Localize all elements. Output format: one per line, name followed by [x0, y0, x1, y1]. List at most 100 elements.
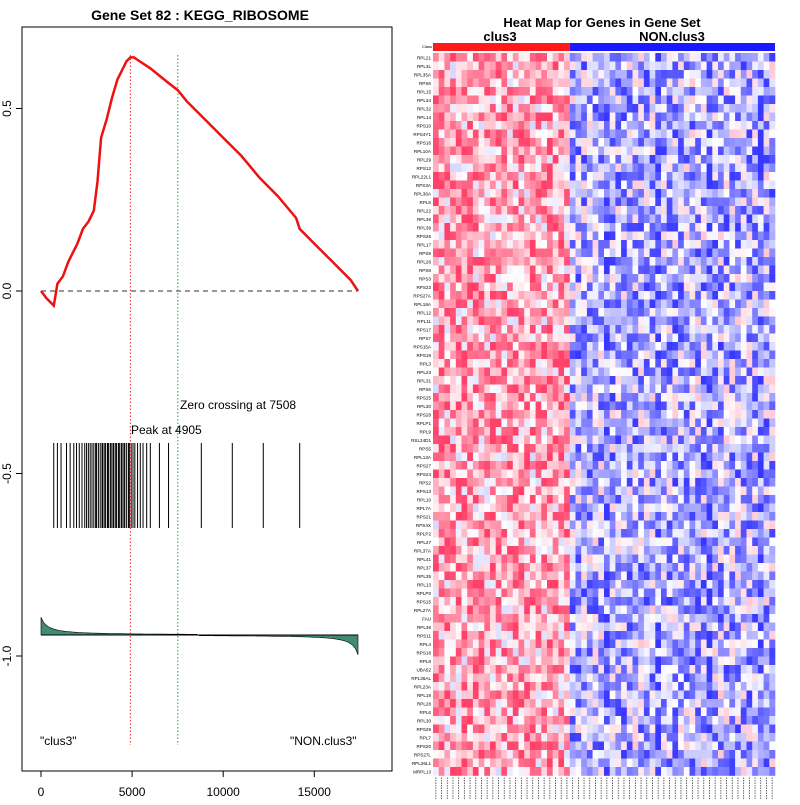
heatmap-cell: [490, 716, 496, 725]
heatmap-cell: [456, 402, 462, 411]
heatmap-cell: [752, 538, 758, 547]
heatmap-cell: [690, 232, 696, 241]
heatmap-cell: [655, 308, 661, 317]
heatmap-cell: [433, 716, 439, 725]
heatmap-cell: [501, 580, 507, 589]
heatmap-cell: [712, 640, 718, 649]
heatmap-cell: [553, 623, 559, 632]
heatmap-cell: [724, 223, 730, 232]
heatmap-cell: [598, 232, 604, 241]
heatmap-cell: [672, 461, 678, 470]
heatmap-cell: [701, 657, 707, 666]
heatmap-cell: [536, 436, 542, 445]
heatmap-cell: [519, 436, 525, 445]
heatmap-cell: [627, 155, 633, 164]
heatmap-cell: [621, 495, 627, 504]
heatmap-cell: [661, 461, 667, 470]
heatmap-cell: [444, 691, 450, 700]
heatmap-cell: [439, 606, 445, 615]
heatmap-cell: [712, 572, 718, 581]
heatmap-cell: [536, 504, 542, 513]
heatmap-cell: [513, 674, 519, 683]
heatmap-cell: [570, 521, 576, 530]
heatmap-cell: [541, 674, 547, 683]
heatmap-cell: [558, 223, 564, 232]
heatmap-cell: [684, 640, 690, 649]
heatmap-cell: [752, 189, 758, 198]
heatmap-cell: [638, 317, 644, 326]
heatmap-cell: [747, 716, 753, 725]
class-row-label: Class: [422, 44, 432, 49]
heatmap-cell: [718, 614, 724, 623]
heatmap-cell: [587, 359, 593, 368]
heatmap-cell: [718, 138, 724, 147]
heatmap-cell: [638, 444, 644, 453]
heatmap-cell: [701, 257, 707, 266]
heatmap-cell: [536, 223, 542, 232]
heatmap-cell: [695, 699, 701, 708]
heatmap-cell: [530, 232, 536, 241]
heatmap-cell: [610, 70, 616, 79]
heatmap-cell: [729, 623, 735, 632]
heatmap-cell: [621, 470, 627, 479]
heatmap-cell: [581, 385, 587, 394]
heatmap-cell: [627, 580, 633, 589]
heatmap-cell: [496, 470, 502, 479]
heatmap-cell: [564, 512, 570, 521]
heatmap-cell: [718, 164, 724, 173]
heatmap-cell: [667, 716, 673, 725]
heatmap-cell: [587, 189, 593, 198]
heatmap-cell: [769, 504, 775, 513]
heatmap-cell: [598, 436, 604, 445]
heatmap-cell: [524, 113, 530, 122]
heatmap-cell: [610, 597, 616, 606]
heatmap-cell: [769, 147, 775, 156]
heatmap-cell: [501, 138, 507, 147]
heatmap-cell: [644, 691, 650, 700]
heatmap-cell: [621, 368, 627, 377]
heatmap-cell: [587, 597, 593, 606]
heatmap-cell: [701, 521, 707, 530]
heatmap-cell: [707, 317, 713, 326]
heatmap-cell: [490, 614, 496, 623]
heatmap-cell: [621, 96, 627, 105]
heatmap-cell: [747, 538, 753, 547]
heatmap-cell: [553, 130, 559, 139]
heatmap-cell: [769, 223, 775, 232]
heatmap-cell: [593, 580, 599, 589]
heatmap-cell: [558, 691, 564, 700]
heatmap-cell: [672, 70, 678, 79]
heatmap-cell: [644, 538, 650, 547]
heatmap-cell: [672, 172, 678, 181]
heatmap-cell: [627, 70, 633, 79]
heatmap-cell: [473, 648, 479, 657]
heatmap-cell: [558, 198, 564, 207]
heatmap-cell: [513, 470, 519, 479]
heatmap-cell: [741, 674, 747, 683]
heatmap-cell: [769, 470, 775, 479]
heatmap-cell: [587, 427, 593, 436]
heatmap-cell: [519, 291, 525, 300]
heatmap-cell: [598, 104, 604, 113]
heatmap-cell: [615, 725, 621, 734]
heatmap-cell: [661, 546, 667, 555]
heatmap-cell: [576, 512, 582, 521]
heatmap-cell: [513, 606, 519, 615]
heatmap-cell: [610, 300, 616, 309]
heatmap-cell: [439, 419, 445, 428]
heatmap-cell: [524, 529, 530, 538]
heatmap-cell: [558, 189, 564, 198]
heatmap-cell: [598, 164, 604, 173]
heatmap-cell: [627, 130, 633, 139]
heatmap-cell: [690, 563, 696, 572]
heatmap-cell: [747, 427, 753, 436]
heatmap-cell: [576, 461, 582, 470]
heatmap-cell: [462, 274, 468, 283]
heatmap-cell: [433, 240, 439, 249]
heatmap-cell: [661, 580, 667, 589]
heatmap-cell: [747, 589, 753, 598]
heatmap-cell: [479, 351, 485, 360]
heatmap-cell: [752, 283, 758, 292]
heatmap-cell: [479, 359, 485, 368]
heatmap-cell: [667, 665, 673, 674]
